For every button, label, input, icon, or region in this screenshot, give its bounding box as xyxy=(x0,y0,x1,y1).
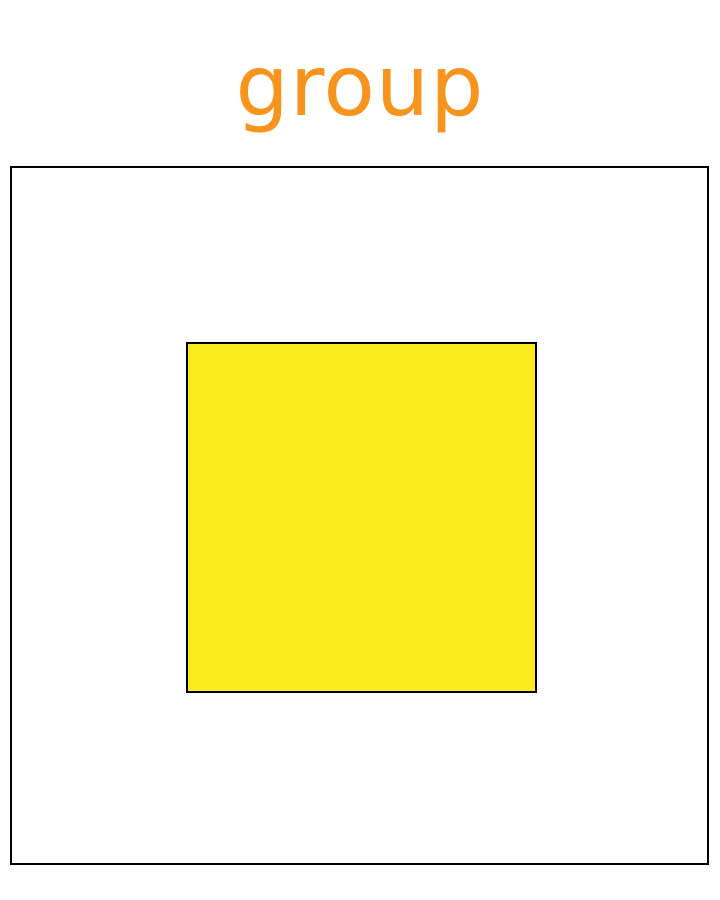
group-title: group xyxy=(235,37,485,135)
group-frame xyxy=(10,166,709,865)
yellow-square xyxy=(186,342,537,693)
